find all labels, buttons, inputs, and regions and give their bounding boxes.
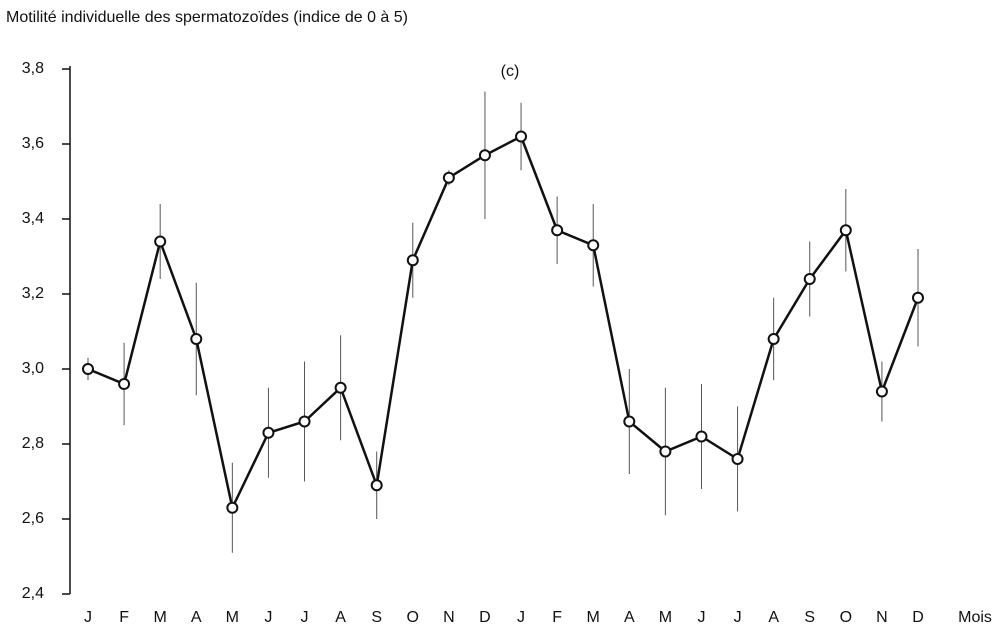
data-point [262, 426, 275, 439]
data-point [118, 378, 131, 390]
data-point [370, 479, 383, 492]
y-tick-label: 3,6 [22, 135, 44, 152]
y-tick-label: 3,4 [22, 210, 44, 227]
data-point [912, 291, 924, 304]
y-tick-label: 3,8 [22, 60, 44, 77]
data-point [82, 363, 94, 375]
x-tick-label: A [335, 609, 346, 626]
x-tick-label: M [587, 609, 600, 626]
data-point [587, 239, 600, 252]
x-tick-label: A [768, 609, 779, 626]
x-tick-label: F [552, 609, 562, 626]
x-tick-label: J [517, 609, 525, 626]
data-point [551, 224, 564, 237]
data-point [803, 273, 816, 285]
data-point [767, 333, 780, 345]
data-point [406, 254, 419, 267]
x-tick-label: J [734, 609, 742, 626]
x-tick-label: J [301, 609, 309, 626]
y-tick-label: 3,0 [22, 360, 44, 377]
data-point [659, 445, 672, 458]
x-tick-label: N [443, 609, 455, 626]
x-tick-label: M [226, 609, 239, 626]
x-tick-label: J [84, 609, 92, 626]
y-tick-label: 2,4 [22, 585, 44, 602]
x-tick-label: S [371, 609, 382, 626]
x-axis-label: Mois [958, 609, 992, 626]
data-point [442, 171, 455, 184]
data-point [298, 415, 311, 428]
y-tick-label: 2,6 [22, 510, 44, 527]
data-point [226, 501, 239, 514]
x-tick-label: J [264, 609, 272, 626]
data-point [839, 224, 852, 237]
chart-title: Motilité individuelle des spermatozoïdes… [6, 9, 408, 26]
data-point [334, 381, 347, 394]
x-tick-label: O [840, 609, 852, 626]
data-point [515, 130, 528, 143]
data-point [731, 453, 744, 465]
data-point [478, 149, 491, 162]
x-tick-label: O [407, 609, 419, 626]
data-line [87, 134, 920, 512]
x-tick-label: M [659, 609, 672, 626]
data-point [875, 385, 888, 398]
x-tick-label: F [119, 609, 129, 626]
x-tick-label: J [697, 609, 705, 626]
data-point [623, 415, 636, 428]
x-tick-label: N [876, 609, 888, 626]
x-tick-label: D [912, 609, 924, 626]
y-tick-label: 2,8 [22, 435, 44, 452]
x-tick-label: D [479, 609, 491, 626]
data-point [190, 333, 203, 345]
x-tick-label: S [804, 609, 815, 626]
x-tick-label: M [154, 609, 167, 626]
data-point [695, 430, 708, 443]
data-point [154, 235, 167, 248]
chart-subtitle: (c) [501, 63, 520, 80]
x-tick-label: A [624, 609, 635, 626]
x-tick-label: A [191, 609, 202, 626]
y-tick-label: 3,2 [22, 285, 44, 302]
